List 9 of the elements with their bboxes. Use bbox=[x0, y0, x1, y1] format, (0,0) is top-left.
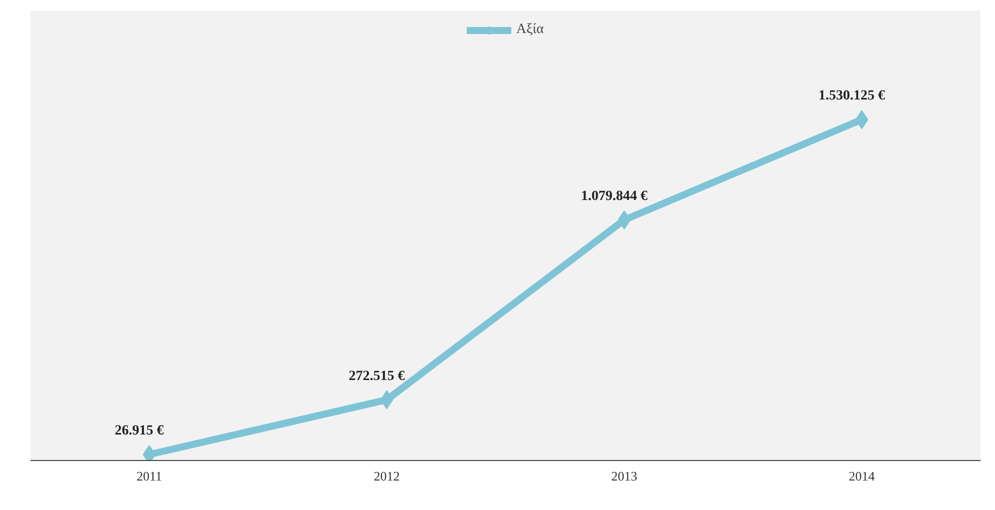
x-tick-label: 2013 bbox=[611, 468, 638, 484]
legend-label: Αξία bbox=[516, 22, 544, 38]
data-label: 26.915 € bbox=[114, 424, 164, 439]
data-label: 272.515 € bbox=[348, 368, 405, 384]
x-tick-label: 2011 bbox=[136, 468, 162, 484]
data-label: 1.079.844 € bbox=[581, 188, 648, 204]
x-tick-label: 2012 bbox=[374, 468, 400, 484]
x-tick-label: 2014 bbox=[848, 468, 876, 484]
data-label: 1.530.125 € bbox=[818, 88, 885, 104]
